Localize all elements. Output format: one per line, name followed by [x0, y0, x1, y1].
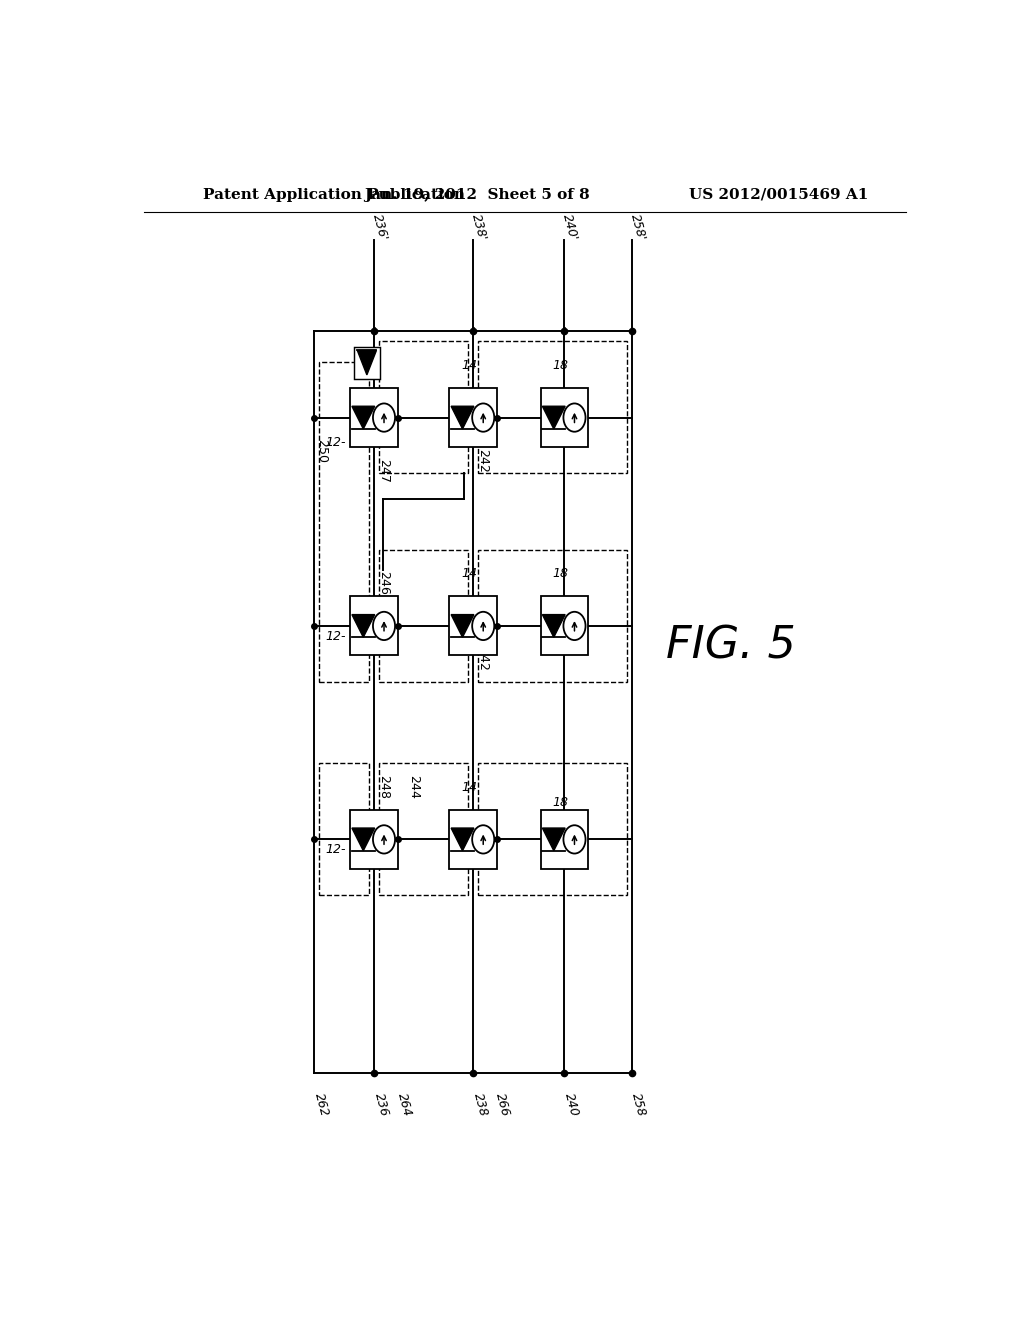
Text: 264: 264: [395, 1092, 415, 1118]
Text: Patent Application Publication: Patent Application Publication: [204, 187, 465, 202]
Text: 14: 14: [461, 568, 477, 581]
Text: 258: 258: [630, 1092, 648, 1118]
FancyBboxPatch shape: [541, 810, 588, 869]
Polygon shape: [452, 615, 474, 638]
FancyBboxPatch shape: [450, 597, 497, 656]
Text: 14: 14: [461, 780, 477, 793]
FancyBboxPatch shape: [350, 388, 397, 447]
Text: $\mathit{\mathregular{242}}$: $\mathit{\mathregular{242}}$: [477, 447, 490, 473]
Text: 12-: 12-: [326, 630, 346, 643]
Text: US 2012/0015469 A1: US 2012/0015469 A1: [689, 187, 868, 202]
Text: 236': 236': [370, 213, 390, 242]
Polygon shape: [543, 615, 565, 638]
Text: 236: 236: [372, 1092, 390, 1118]
Polygon shape: [352, 407, 375, 429]
FancyBboxPatch shape: [450, 810, 497, 869]
Polygon shape: [543, 828, 565, 850]
Polygon shape: [452, 407, 474, 429]
Polygon shape: [543, 407, 565, 429]
Text: 240: 240: [562, 1092, 581, 1118]
Text: 18: 18: [553, 568, 568, 581]
Bar: [379, 342, 468, 474]
Text: 240': 240': [560, 213, 581, 242]
Polygon shape: [352, 828, 375, 850]
Polygon shape: [452, 828, 474, 850]
Text: FIG. 5: FIG. 5: [667, 624, 796, 668]
FancyBboxPatch shape: [353, 347, 380, 379]
Text: 266: 266: [494, 1092, 512, 1118]
FancyBboxPatch shape: [541, 388, 588, 447]
Text: $\mathit{\mathregular{247}}$: $\mathit{\mathregular{247}}$: [378, 458, 391, 483]
Polygon shape: [352, 615, 375, 638]
Text: 258': 258': [628, 213, 647, 242]
Text: 238': 238': [469, 213, 488, 242]
Text: 262: 262: [312, 1092, 331, 1118]
Bar: [478, 549, 627, 682]
Text: 238: 238: [471, 1092, 489, 1118]
FancyBboxPatch shape: [350, 810, 397, 869]
Text: $\mathit{\mathregular{246}}$: $\mathit{\mathregular{246}}$: [378, 570, 391, 595]
Bar: [478, 342, 627, 474]
Polygon shape: [357, 351, 377, 375]
Bar: [379, 763, 468, 895]
Text: 12-: 12-: [326, 437, 346, 450]
Bar: [319, 763, 370, 895]
Text: $\mathregular{\mathit{250}}$: $\mathregular{\mathit{250}}$: [316, 438, 329, 463]
Text: $\mathit{\mathregular{248}}$: $\mathit{\mathregular{248}}$: [378, 774, 391, 799]
Text: $\mathit{\mathregular{244}}$: $\mathit{\mathregular{244}}$: [408, 774, 421, 799]
Text: 18: 18: [553, 796, 568, 809]
FancyBboxPatch shape: [450, 388, 497, 447]
Text: Jan. 19, 2012  Sheet 5 of 8: Jan. 19, 2012 Sheet 5 of 8: [365, 187, 590, 202]
Bar: [478, 763, 627, 895]
Bar: [379, 549, 468, 682]
Text: $\mathit{\mathregular{242}}$: $\mathit{\mathregular{242}}$: [477, 647, 490, 671]
FancyBboxPatch shape: [541, 597, 588, 656]
Text: 12-: 12-: [326, 843, 346, 857]
Bar: [319, 362, 370, 682]
FancyBboxPatch shape: [350, 597, 397, 656]
Text: 14: 14: [461, 359, 477, 372]
Text: 18: 18: [553, 359, 568, 372]
